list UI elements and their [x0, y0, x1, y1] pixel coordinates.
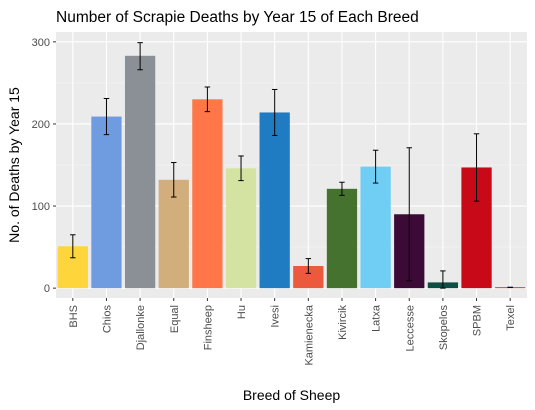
error-bar-equal [171, 162, 177, 198]
error-bar-hu [238, 155, 244, 182]
chart-title: Number of Scrapie Deaths by Year 15 of E… [56, 9, 419, 26]
bar-latxa [360, 166, 391, 289]
y-tick-label: 0 [44, 283, 50, 295]
y-axis: 0 100 200 300 [32, 37, 56, 295]
error-bar-bhs [70, 234, 76, 259]
error-bar-kamienecka [305, 258, 312, 274]
x-tick-label-kamienecka: Kamienecka [303, 304, 315, 365]
bar-kivircik [326, 188, 358, 289]
bar-ivesi [259, 112, 290, 289]
error-bar-spbm [473, 133, 480, 202]
bar-kamienecka [293, 265, 324, 289]
x-tick-label-djallonke: Djallonke [135, 305, 147, 350]
error-bars [70, 42, 513, 289]
error-bar-djallonke [137, 42, 143, 71]
bar-equal [158, 179, 189, 289]
error-bar-leccesse [406, 147, 412, 282]
x-tick-label-kivircik: Kivircik [337, 305, 349, 340]
x-tick-label-equal: Equal [169, 305, 181, 333]
x-tick-label-texel: Texel [505, 305, 517, 331]
bar-djallonke [124, 55, 156, 289]
error-bar-finsheep [204, 86, 211, 113]
x-axis-title: Breed of Sheep [243, 387, 341, 403]
x-tick-label-latxa: Latxa [371, 304, 383, 332]
bar-hu [225, 168, 257, 289]
error-bar-kivircik [339, 181, 345, 196]
error-bar-chios [103, 98, 110, 136]
y-tick-label: 300 [32, 37, 50, 49]
bars [57, 55, 526, 289]
y-tick-label: 100 [32, 201, 50, 213]
x-tick-label-leccesse: Leccesse [404, 305, 416, 351]
bar-chios [91, 116, 122, 289]
x-axis: BHS Chios Djallonke Equal Finsheep Hu Ivesi Kam… [68, 298, 517, 366]
x-tick-label-ivesi: Ivesi [270, 305, 282, 328]
y-axis-title: No. of Deaths by Year 15 [6, 87, 22, 243]
bar-finsheep [192, 99, 223, 289]
x-tick-label-bhs: BHS [68, 305, 80, 328]
x-tick-label-finsheep: Finsheep [202, 305, 214, 350]
x-tick-label-chios: Chios [101, 305, 113, 334]
x-tick-label-hu: Hu [236, 305, 248, 319]
y-tick-label: 200 [32, 119, 50, 131]
error-bar-ivesi [271, 88, 278, 136]
error-bar-skopelos [440, 270, 446, 289]
x-tick-label-spbm: SPBM [472, 305, 484, 336]
error-bar-latxa [372, 149, 379, 184]
x-tick-label-skopelos: Skopelos [438, 305, 450, 351]
